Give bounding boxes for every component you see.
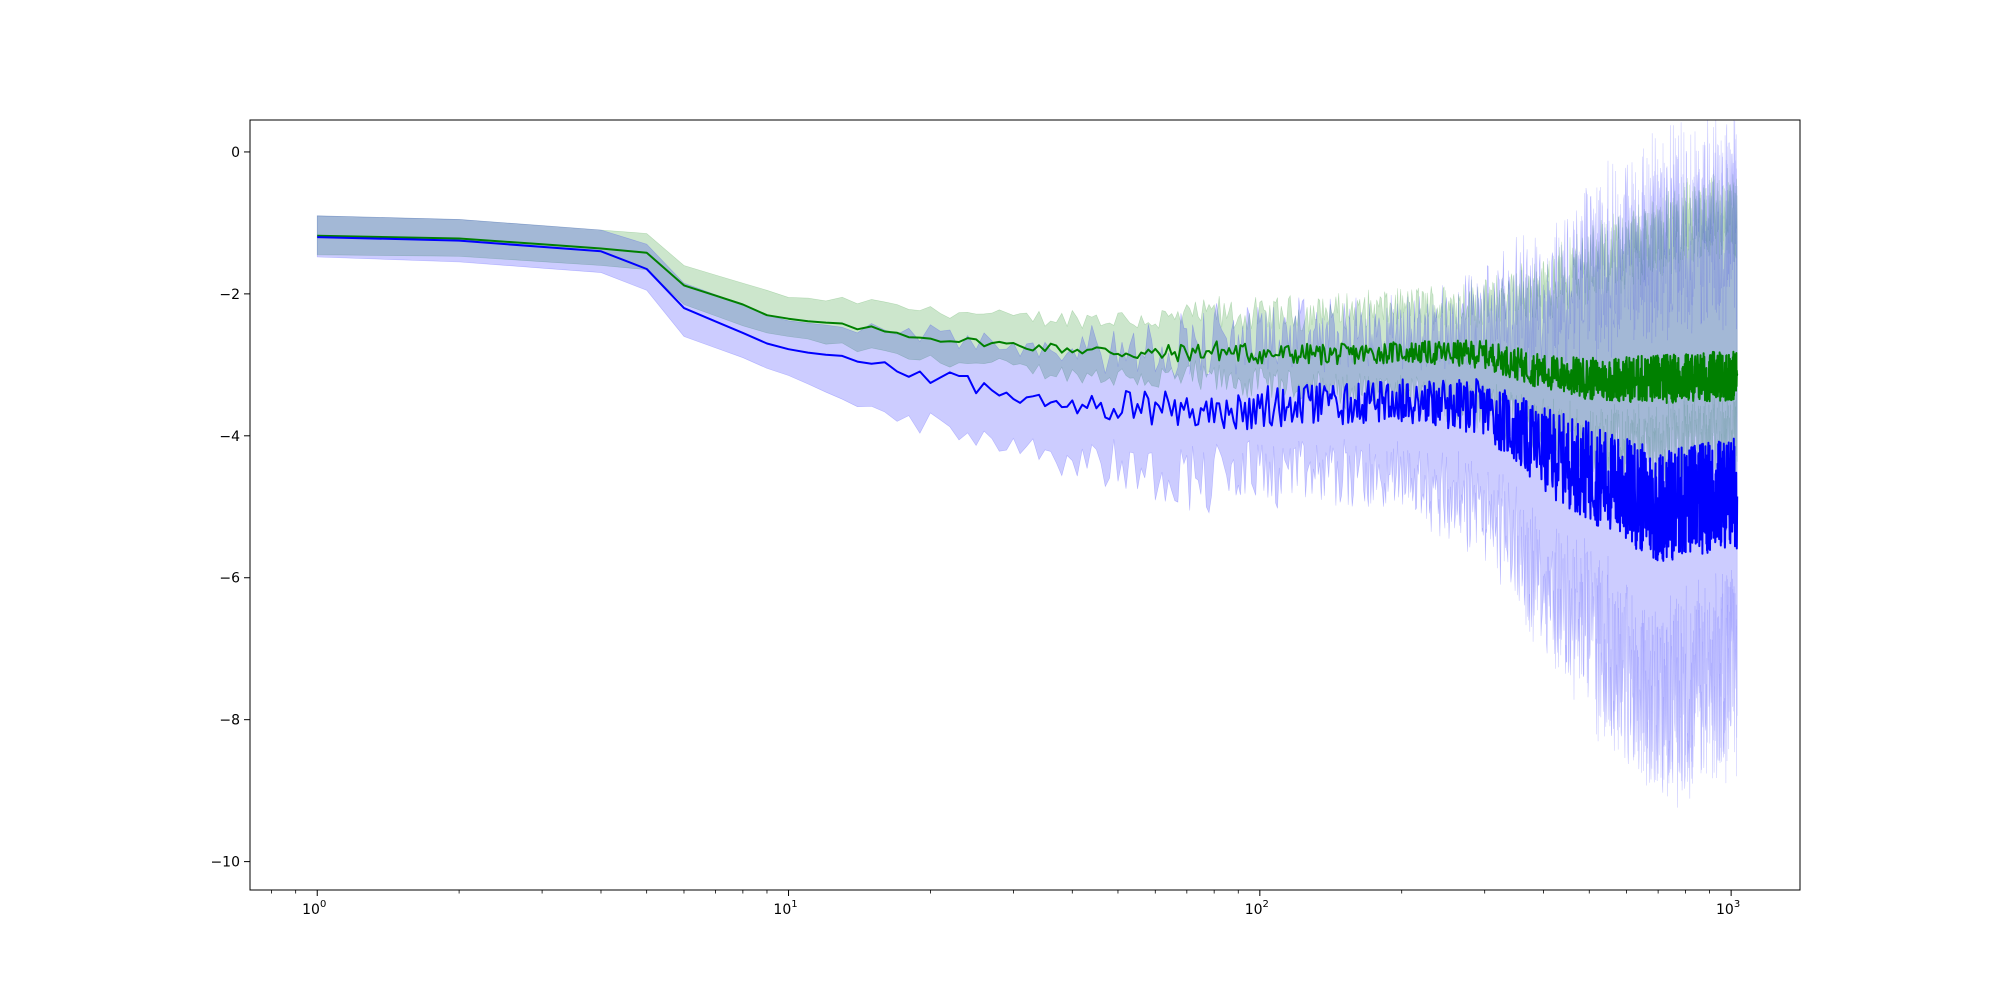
plot-frame xyxy=(249,119,1801,891)
series-0-mean-line xyxy=(317,234,1739,404)
y-tick-label: −2 xyxy=(219,287,240,303)
x-tick-label-base: 10 xyxy=(302,902,320,918)
x-tick-label-exponent: 3 xyxy=(1734,899,1740,910)
x-tick-label-exponent: 1 xyxy=(791,899,797,910)
y-tick-label: 0 xyxy=(231,145,240,161)
series-1-mean-line xyxy=(317,236,1739,562)
x-tick-label-base: 10 xyxy=(1245,902,1263,918)
x-tick-label-base: 10 xyxy=(1716,902,1734,918)
x-tick-label: 102 xyxy=(1245,899,1269,918)
x-tick-label: 103 xyxy=(1716,899,1740,918)
series-layer xyxy=(316,120,1739,808)
x-tick-label: 100 xyxy=(302,899,326,918)
x-axis: 100 101 102 103 xyxy=(271,890,1740,918)
series-1-band xyxy=(316,120,1738,808)
y-tick-label: −10 xyxy=(210,855,240,871)
x-tick-label-base: 10 xyxy=(773,902,791,918)
x-tick-label: 101 xyxy=(773,899,797,918)
x-tick-label-exponent: 0 xyxy=(320,899,326,910)
y-axis: 0 −2 −4 −6 −8 −10 xyxy=(210,145,250,871)
y-tick-label: −4 xyxy=(219,429,240,445)
x-tick-label-exponent: 2 xyxy=(1263,899,1269,910)
series-0-band xyxy=(316,167,1738,493)
y-tick-label: −8 xyxy=(219,713,240,729)
y-tick-label: −6 xyxy=(219,571,240,587)
